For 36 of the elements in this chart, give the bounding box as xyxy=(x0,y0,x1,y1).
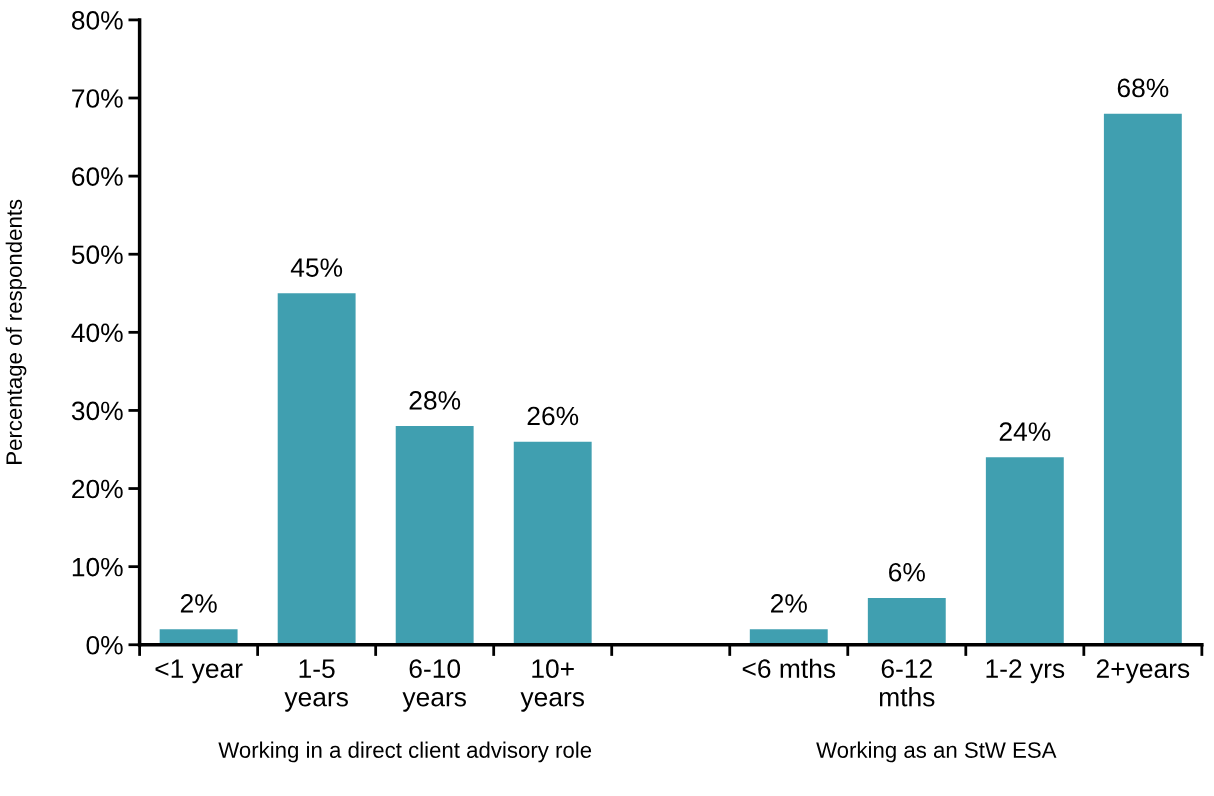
y-tick-label: 20% xyxy=(72,479,123,499)
x-tick-label: 10+ years xyxy=(520,659,585,712)
y-tick-label: 0% xyxy=(86,635,123,655)
y-tick-label: 10% xyxy=(72,557,123,577)
data-label: 2% xyxy=(771,594,807,613)
bar xyxy=(277,293,356,645)
x-tick-label: <6 mths xyxy=(742,658,836,679)
x-tick-label: 6-12 mths xyxy=(879,659,935,707)
bar xyxy=(159,629,238,645)
bar xyxy=(985,457,1064,645)
data-label: 45% xyxy=(290,258,343,277)
bar xyxy=(867,597,946,645)
x-tick-label: 2+years xyxy=(1096,659,1190,684)
data-label: 28% xyxy=(409,391,461,410)
data-label: 68% xyxy=(1117,78,1169,98)
bar xyxy=(395,426,474,645)
text: Working in a direct client advisory role xyxy=(218,741,592,763)
y-tick-label: 60% xyxy=(72,167,123,186)
y-tick-label: 40% xyxy=(71,323,123,343)
text: Working as an StW ESA xyxy=(816,741,1057,763)
x-tick-label: 1-2 yrs xyxy=(986,659,1065,684)
data-label: 26% xyxy=(527,406,579,426)
y-tick-label: 50% xyxy=(71,245,123,265)
bar xyxy=(513,441,592,645)
y-axis-title: Percentage of respondents xyxy=(5,199,27,464)
x-tick-label: <1 year xyxy=(155,659,243,684)
bar xyxy=(1103,113,1182,645)
bar xyxy=(749,629,828,645)
data-label: 2% xyxy=(180,594,217,613)
data-label: 6% xyxy=(889,562,925,582)
data-label: 24% xyxy=(999,422,1051,441)
x-tick-label: 1-5 years xyxy=(284,659,348,712)
y-tick-label: 70% xyxy=(72,89,123,108)
y-tick-label: 30% xyxy=(71,401,123,421)
y-tick-label: 80% xyxy=(71,11,123,30)
x-tick-label: 6-10 years xyxy=(402,659,466,712)
